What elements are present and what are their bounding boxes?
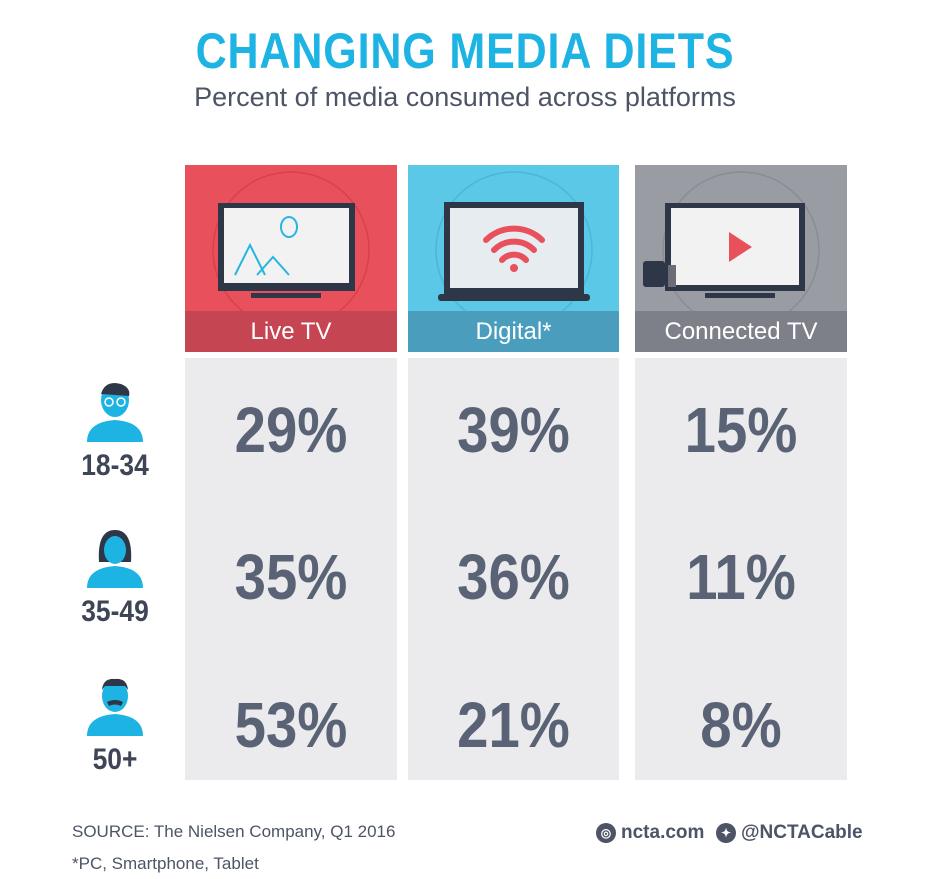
value-35-49-live-tv: 35% [234,541,348,613]
age-group-18-34: 18-34 [60,380,170,483]
digital-header: Digital* [408,165,619,352]
age-group-35-49: 35-49 [60,528,170,629]
age-label: 35-49 [81,595,149,628]
value-50plus-connected-tv: 8% [700,689,782,761]
live-tv-column: 29% 35% 53% [185,358,397,780]
website-text: ncta.com [621,822,705,843]
page-title: CHANGING MEDIA DIETS [195,23,735,79]
value-18-34-connected-tv: 15% [684,394,798,466]
value-18-34-live-tv: 29% [234,394,348,466]
column-header-digital: Digital* [408,311,619,352]
value-35-49-connected-tv: 11% [686,541,796,613]
footnote: *PC, Smartphone, Tablet [72,854,259,873]
young-person-icon [87,383,143,442]
age-group-50plus: 50+ [60,676,170,777]
laptop-wifi-icon [435,171,593,329]
age-label: 18-34 [81,449,149,482]
source-note: SOURCE: The Nielsen Company, Q1 2016 [72,822,396,841]
ncta-logo-icon: ◎ [596,823,616,843]
value-35-49-digital: 36% [457,541,570,613]
live-tv-header: Live TV [185,165,397,352]
page-subtitle: Percent of media consumed across platfor… [194,82,736,112]
twitter-handle: @NCTACable [741,822,863,843]
value-50plus-digital: 21% [457,689,570,761]
column-header-live-tv: Live TV [185,311,397,352]
connected-tv-header: Connected TV [635,165,847,352]
older-man-icon [87,678,143,736]
column-header-connected-tv: Connected TV [635,311,847,352]
digital-column: 39% 36% 21% [408,358,619,780]
website-link[interactable]: ◎ ncta.com [596,822,704,844]
value-18-34-digital: 39% [457,394,570,466]
woman-icon [87,530,143,588]
tv-play-icon [643,171,820,329]
twitter-bird-icon: ✦ [716,823,736,843]
value-50plus-live-tv: 53% [234,689,348,761]
tv-landscape-icon [212,171,370,329]
age-label: 50+ [92,743,138,776]
twitter-link[interactable]: ✦ @NCTACable [716,822,863,844]
connected-tv-column: 15% 11% 8% [635,358,847,780]
